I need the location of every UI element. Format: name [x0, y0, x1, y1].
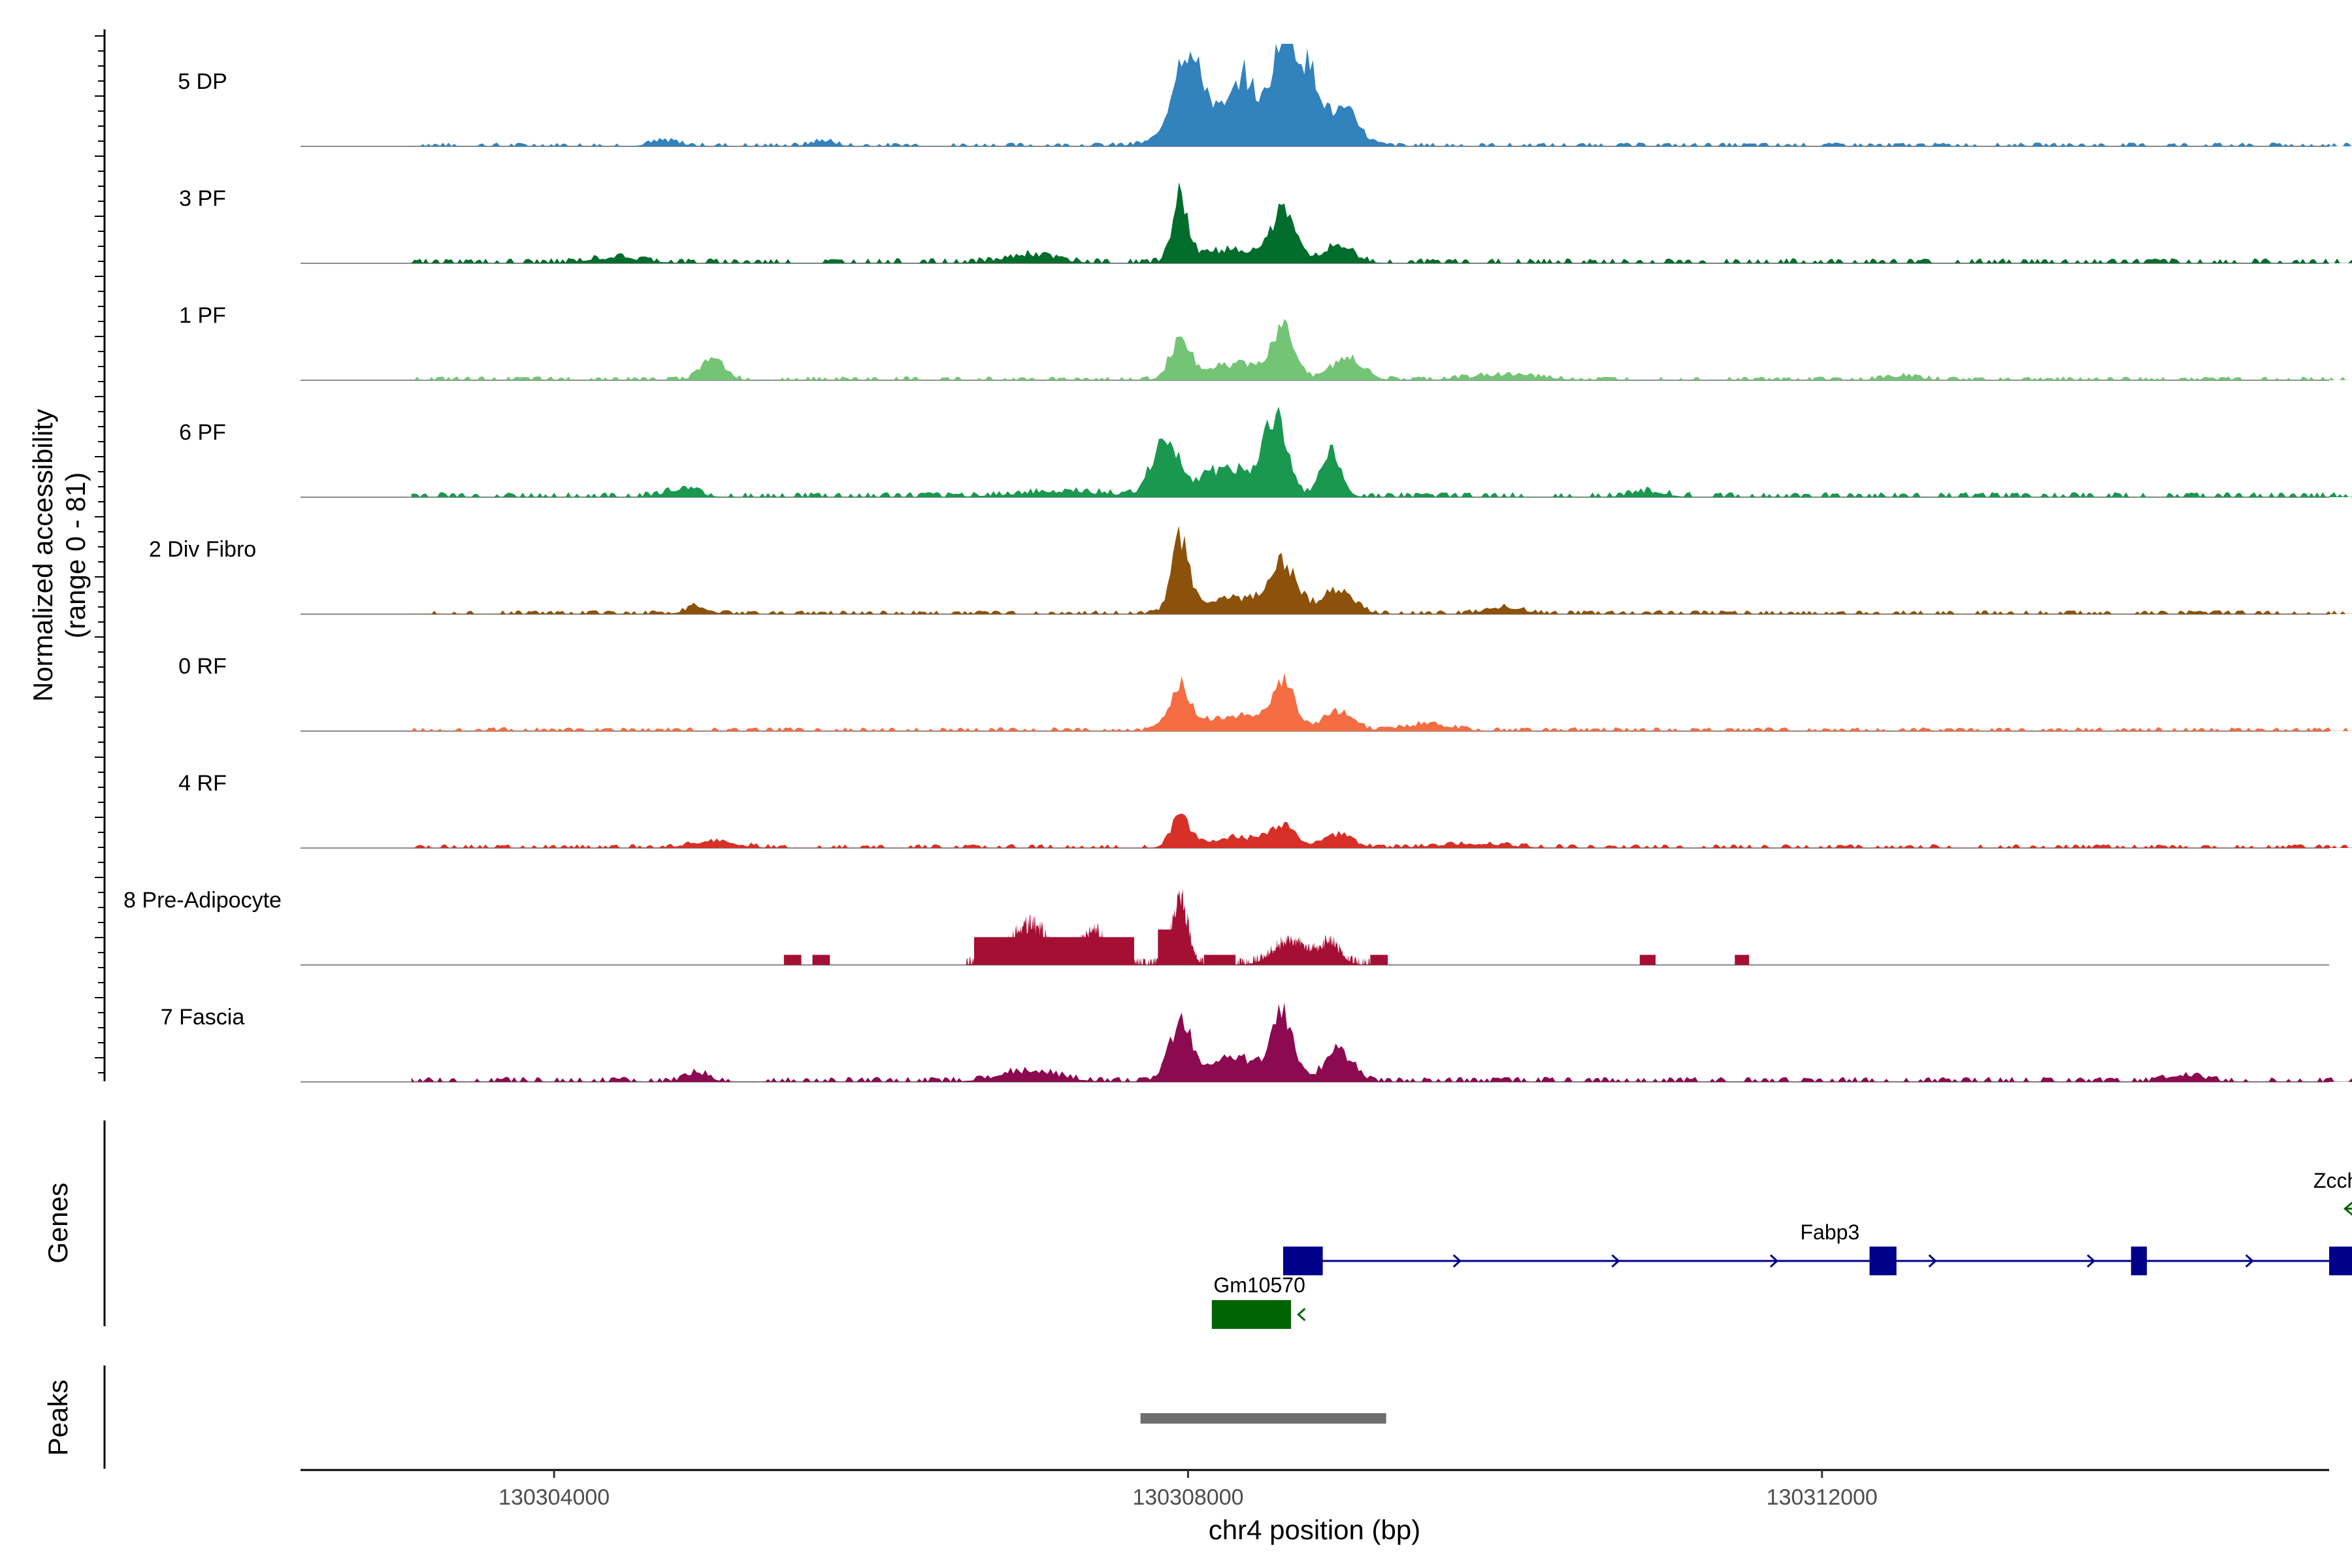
track-0-rf: 0 RF — [178, 654, 2352, 732]
strand-arrow — [1769, 1254, 1779, 1268]
x-axis-title: chr4 position (bp) — [1209, 1514, 1421, 1545]
strand-arrow — [1297, 1307, 1306, 1322]
genes-panel: Fabp3 Gm10570 Zcchc17 — [1211, 1169, 2352, 1329]
coverage-area — [411, 182, 2352, 263]
exon — [1211, 1300, 1292, 1329]
y-axis-subtitle: (range 0 - 81) — [60, 472, 91, 638]
x-tick-label: 130308000 — [1132, 1485, 1243, 1510]
y-axis-title: Normalized accessibility — [27, 409, 58, 702]
track-4-rf: 4 RF — [178, 771, 2352, 849]
strand-arrow — [1611, 1254, 1620, 1268]
gene-label-fabp3: Fabp3 — [1801, 1220, 1860, 1244]
track-label: 6 PF — [179, 420, 226, 445]
strand-arrow — [2343, 1201, 2352, 1216]
strand-arrow — [1452, 1254, 1462, 1268]
strand-arrow — [1928, 1254, 1937, 1268]
peaks-panel-title: Peaks — [42, 1380, 73, 1456]
coverage-area — [966, 889, 1379, 965]
x-tick-label: 130312000 — [1767, 1485, 1878, 1510]
strand-arrow — [2087, 1254, 2096, 1268]
coverage-block — [1370, 955, 1388, 965]
coverage-area — [411, 406, 2352, 497]
coverage-block — [812, 955, 830, 965]
coverage-area — [411, 319, 2352, 380]
coverage-block — [1203, 955, 1236, 965]
strand-arrow — [2245, 1254, 2254, 1268]
track-6-pf: 6 PF — [179, 406, 2352, 498]
track-label: 2 Div Fibro — [149, 537, 256, 562]
track-label: 0 RF — [178, 654, 227, 679]
track-label: 5 DP — [178, 69, 227, 94]
exon — [2329, 1247, 2352, 1275]
coverage-block — [1158, 929, 1173, 965]
coverage-block — [1639, 955, 1656, 965]
coverage-block — [1264, 957, 1274, 965]
coverage-area — [411, 44, 2352, 146]
coverage-tracks: 5 DP 3 PF 1 PF 6 PF 2 Div Fibro 0 RF 4 RF 8 Pre… — [123, 44, 2352, 1083]
coverage-area — [411, 525, 2352, 614]
peak-region — [1140, 1413, 1386, 1424]
track-3-pf: 3 PF — [179, 182, 2352, 264]
exon — [2131, 1247, 2148, 1275]
gene-label-gm10570: Gm10570 — [1213, 1273, 1305, 1297]
coverage-y-ticks — [95, 35, 105, 1073]
exon — [1282, 1247, 1323, 1275]
coverage-block — [973, 937, 1134, 965]
track-7-fascia: 7 Fascia — [161, 1002, 2352, 1083]
x-tick-label: 130304000 — [498, 1485, 610, 1510]
coverage-y-title: Normalized accessibility (range 0 - 81) — [27, 409, 91, 702]
track-2-div-fibro: 2 Div Fibro — [149, 525, 2352, 615]
track-5-dp: 5 DP — [178, 44, 2352, 147]
genes-panel-title: Genes — [42, 1183, 73, 1264]
track-1-pf: 1 PF — [179, 303, 2352, 381]
coverage-area — [411, 672, 2352, 731]
track-label: 7 Fascia — [161, 1005, 245, 1030]
x-axis-ticks: 130304000130308000130312000130316000 — [498, 1470, 1878, 1510]
coverage-area — [411, 1002, 2352, 1082]
peaks-panel — [1140, 1413, 1386, 1424]
track-label: 4 RF — [178, 771, 227, 796]
coverage-area — [411, 813, 2352, 848]
track-label: 8 Pre-Adipocyte — [123, 888, 282, 913]
coverage-block — [783, 955, 802, 965]
track-8-pre-adipocyte: 8 Pre-Adipocyte — [123, 888, 2329, 966]
exon — [1869, 1247, 1897, 1275]
gene-label-zcchc17: Zcchc17 — [2313, 1169, 2352, 1192]
track-label: 3 PF — [179, 186, 226, 211]
coverage-block — [1735, 955, 1750, 965]
track-label: 1 PF — [179, 303, 226, 328]
